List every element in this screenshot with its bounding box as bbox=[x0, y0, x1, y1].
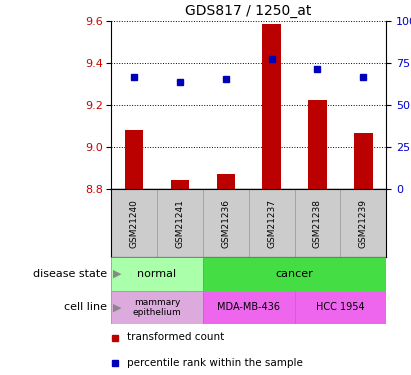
Bar bbox=[111, 189, 157, 257]
Bar bbox=[157, 189, 203, 257]
Text: percentile rank within the sample: percentile rank within the sample bbox=[127, 358, 303, 368]
Text: GSM21240: GSM21240 bbox=[129, 199, 139, 248]
Text: ▶: ▶ bbox=[113, 269, 122, 279]
Text: transformed count: transformed count bbox=[127, 333, 225, 342]
Bar bbox=[203, 291, 295, 324]
Text: GSM21237: GSM21237 bbox=[267, 199, 276, 248]
Text: cancer: cancer bbox=[276, 269, 314, 279]
Bar bbox=[125, 130, 143, 189]
Text: normal: normal bbox=[137, 269, 176, 279]
Text: GSM21241: GSM21241 bbox=[175, 199, 184, 248]
Bar bbox=[340, 189, 386, 257]
Bar bbox=[308, 100, 327, 189]
Bar bbox=[111, 257, 203, 291]
Bar bbox=[262, 24, 281, 189]
Bar bbox=[295, 291, 386, 324]
Bar bbox=[249, 189, 295, 257]
Bar bbox=[203, 189, 249, 257]
Text: cell line: cell line bbox=[64, 303, 107, 312]
Bar bbox=[171, 180, 189, 189]
Text: disease state: disease state bbox=[33, 269, 107, 279]
Bar bbox=[354, 133, 372, 189]
Bar bbox=[217, 174, 235, 189]
Text: GSM21238: GSM21238 bbox=[313, 199, 322, 248]
Text: ▶: ▶ bbox=[113, 303, 122, 312]
Text: HCC 1954: HCC 1954 bbox=[316, 303, 365, 312]
Bar bbox=[295, 189, 340, 257]
Text: GSM21236: GSM21236 bbox=[221, 199, 230, 248]
Title: GDS817 / 1250_at: GDS817 / 1250_at bbox=[185, 4, 312, 18]
Bar bbox=[111, 291, 203, 324]
Text: GSM21239: GSM21239 bbox=[359, 199, 368, 248]
Bar bbox=[203, 257, 386, 291]
Text: MDA-MB-436: MDA-MB-436 bbox=[217, 303, 280, 312]
Text: mammary
epithelium: mammary epithelium bbox=[132, 298, 181, 317]
